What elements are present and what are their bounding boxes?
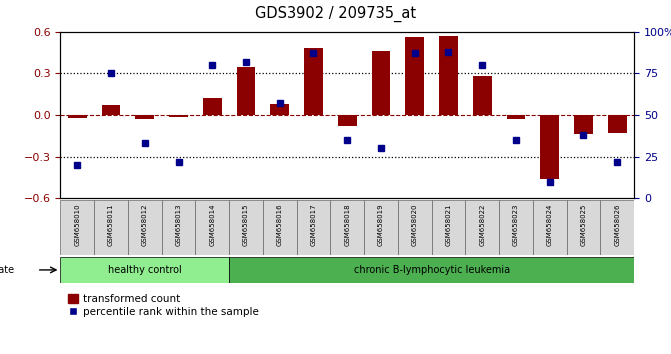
Text: GSM658019: GSM658019 <box>378 204 384 246</box>
Bar <box>237 67 255 115</box>
Bar <box>540 115 559 179</box>
Text: GSM658012: GSM658012 <box>142 204 148 246</box>
Bar <box>169 115 188 117</box>
Text: GSM658013: GSM658013 <box>176 204 182 246</box>
Bar <box>60 200 94 255</box>
Bar <box>566 200 601 255</box>
Text: GSM658022: GSM658022 <box>479 204 485 246</box>
Bar <box>203 98 221 115</box>
Bar <box>398 200 431 255</box>
Bar <box>473 76 492 115</box>
Bar <box>128 200 162 255</box>
Text: GSM658014: GSM658014 <box>209 204 215 246</box>
Bar <box>507 115 525 119</box>
Text: GSM658026: GSM658026 <box>614 204 620 246</box>
Bar <box>338 115 356 126</box>
Text: GSM658017: GSM658017 <box>311 204 317 246</box>
Legend: transformed count, percentile rank within the sample: transformed count, percentile rank withi… <box>66 292 261 319</box>
Text: GSM658020: GSM658020 <box>412 204 418 246</box>
Bar <box>533 200 566 255</box>
Text: healthy control: healthy control <box>108 265 182 275</box>
Bar <box>372 51 391 115</box>
Bar <box>162 200 195 255</box>
Text: disease state: disease state <box>0 265 14 275</box>
Bar <box>330 200 364 255</box>
Bar <box>364 200 398 255</box>
Bar <box>431 200 466 255</box>
Text: GSM658011: GSM658011 <box>108 204 114 246</box>
Bar <box>304 48 323 115</box>
Text: GSM658025: GSM658025 <box>580 204 586 246</box>
Text: GSM658016: GSM658016 <box>276 204 282 246</box>
Text: GSM658023: GSM658023 <box>513 204 519 246</box>
Bar <box>297 200 330 255</box>
Text: GSM658024: GSM658024 <box>547 204 553 246</box>
Text: chronic B-lymphocytic leukemia: chronic B-lymphocytic leukemia <box>354 265 510 275</box>
Bar <box>136 115 154 119</box>
Bar <box>195 200 229 255</box>
Text: GSM658018: GSM658018 <box>344 204 350 246</box>
Bar <box>601 200 634 255</box>
Bar <box>499 200 533 255</box>
Bar <box>102 105 120 115</box>
Bar <box>270 104 289 115</box>
Text: GSM658021: GSM658021 <box>446 204 452 246</box>
Bar <box>405 38 424 115</box>
Bar <box>60 257 229 283</box>
Bar <box>263 200 297 255</box>
Bar <box>68 115 87 118</box>
Bar <box>608 115 627 133</box>
Bar <box>229 257 634 283</box>
Bar <box>440 36 458 115</box>
Bar <box>229 200 263 255</box>
Text: GSM658010: GSM658010 <box>74 204 81 246</box>
Bar <box>94 200 128 255</box>
Text: GDS3902 / 209735_at: GDS3902 / 209735_at <box>255 5 416 22</box>
Text: GSM658015: GSM658015 <box>243 204 249 246</box>
Bar <box>574 115 592 135</box>
Bar <box>466 200 499 255</box>
